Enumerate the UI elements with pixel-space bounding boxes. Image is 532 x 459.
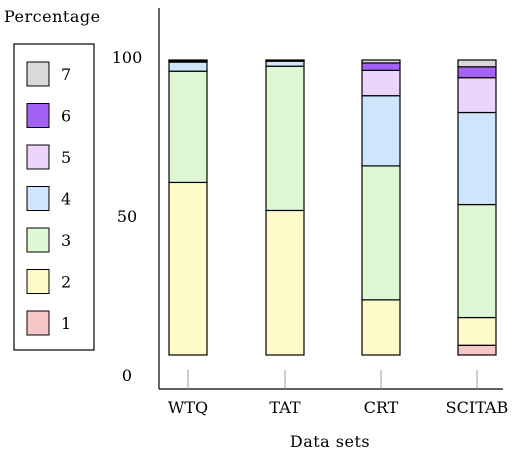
bar-segment-wtq-4 bbox=[168, 61, 208, 72]
bars-group bbox=[168, 59, 497, 356]
y-tick-label-50: 50 bbox=[117, 207, 137, 226]
bar-segment-scitab-4 bbox=[457, 111, 497, 206]
bar-segment-tat-2 bbox=[265, 209, 305, 356]
bar-segment-crt-2 bbox=[361, 299, 401, 356]
bar-segment-scitab-7 bbox=[457, 59, 497, 68]
legend-swatch-1 bbox=[26, 310, 50, 336]
legend-label-6: 6 bbox=[61, 107, 71, 126]
legend-label-7: 7 bbox=[61, 65, 71, 84]
bar-segment-scitab-5 bbox=[457, 77, 497, 114]
legend-box bbox=[13, 43, 95, 351]
bar-segment-wtq-2 bbox=[168, 181, 208, 356]
x-axis-title: Data sets bbox=[290, 432, 370, 451]
bar-segment-wtq-3 bbox=[168, 70, 208, 184]
bar-segment-crt-6 bbox=[361, 62, 401, 71]
x-tick-label-wtq: WTQ bbox=[168, 398, 208, 417]
legend-swatch-6 bbox=[26, 103, 50, 128]
legend-label-2: 2 bbox=[61, 273, 71, 292]
bar-segment-scitab-2 bbox=[457, 316, 497, 346]
legend-label-5: 5 bbox=[61, 148, 71, 167]
bar-segment-crt-4 bbox=[361, 95, 401, 167]
legend-label-3: 3 bbox=[61, 231, 71, 250]
legend-label-4: 4 bbox=[61, 190, 71, 209]
bar-segment-tat-3 bbox=[265, 65, 305, 212]
bar-segment-scitab-6 bbox=[457, 66, 497, 79]
legend-swatch-4 bbox=[26, 186, 50, 211]
bar-segment-crt-5 bbox=[361, 69, 401, 97]
x-tick-label-tat: TAT bbox=[269, 398, 300, 417]
x-ticks-group: WTQ TAT CRT SCITAB bbox=[168, 370, 508, 417]
bar-segment-tat-4 bbox=[265, 60, 305, 67]
bar-segment-wtq-7 bbox=[168, 59, 208, 62]
bar-segment-scitab-1 bbox=[457, 344, 497, 356]
bar-segment-crt-7 bbox=[361, 59, 401, 64]
y-tick-label-0: 0 bbox=[122, 366, 132, 385]
bar-segment-tat-7 bbox=[265, 59, 305, 62]
y-axis-title: Percentage bbox=[4, 7, 101, 26]
y-ticks-group: 0 50 100 bbox=[112, 48, 143, 385]
x-tick-label-crt: CRT bbox=[364, 398, 399, 417]
legend-label-1: 1 bbox=[61, 314, 71, 333]
legend-swatch-3 bbox=[26, 227, 50, 253]
legend-swatch-2 bbox=[26, 269, 50, 294]
x-tick-label-scitab: SCITAB bbox=[446, 398, 509, 417]
y-tick-label-100: 100 bbox=[112, 48, 143, 67]
legend-swatch-5 bbox=[26, 144, 50, 170]
bar-segment-scitab-3 bbox=[457, 203, 497, 319]
legend: 7 6 5 4 3 2 1 bbox=[26, 61, 71, 336]
bar-segment-crt-3 bbox=[361, 165, 401, 301]
legend-swatch-7 bbox=[26, 61, 50, 87]
